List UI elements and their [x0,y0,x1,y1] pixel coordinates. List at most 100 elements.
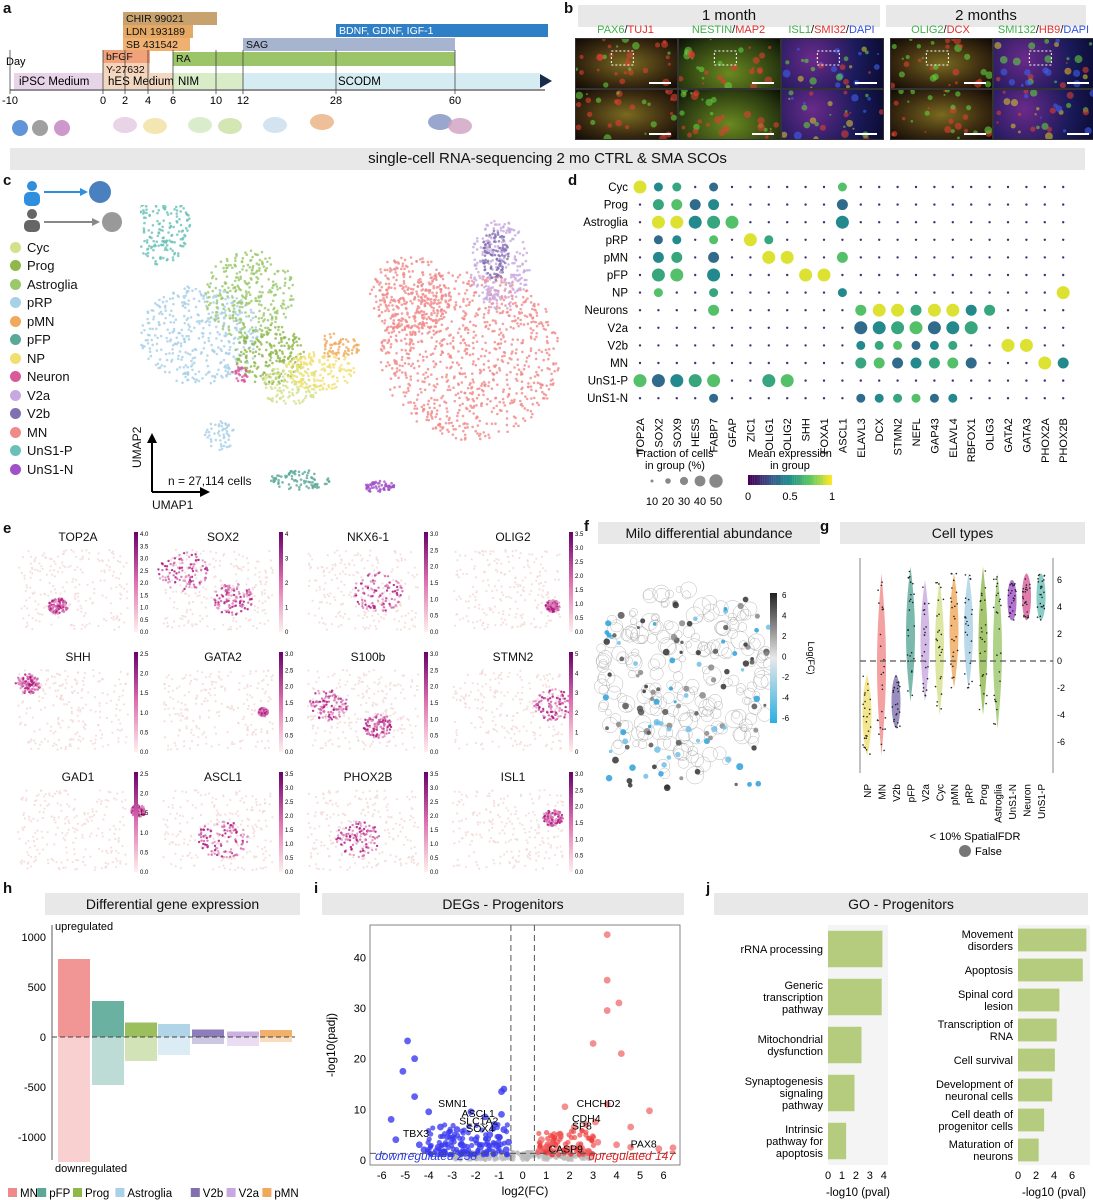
umap-point-mn [547,388,551,391]
feature-point-hot [203,561,207,564]
legend-item: Astroglia [10,275,78,294]
umap-point-pmn [357,343,360,347]
feature-point-bg [119,612,123,616]
umap-point-astroglia [270,318,274,321]
feature-point-bg [187,619,190,622]
feature-point-bg [21,556,25,559]
umap-point-uns1-p [186,229,189,232]
umap-point-mn [455,419,459,422]
umap-point-prp [180,328,184,332]
umap-point-prp [218,434,221,437]
umap-point-astroglia [242,264,245,268]
umap-point-astroglia [281,269,285,272]
cell-blob [980,68,987,76]
umap-point-pmn [332,352,336,355]
umap-point-uns1-p [171,256,175,259]
umap-point-mn [498,369,502,372]
umap-point-mn [454,303,458,307]
umap-point-astroglia [232,286,235,290]
umap-point-v2b [482,240,486,244]
umap-point-uns1-p [164,241,168,244]
umap-point-prog [261,354,264,358]
umap-point-mn [426,415,429,419]
umap-point-mn [471,299,474,302]
umap-point-cyc [312,388,316,391]
umap-point-prp [157,366,160,370]
cell-blob [953,39,962,45]
umap-point-prp [207,312,211,316]
umap-point-mn [425,317,429,321]
umap-point-mn [447,352,450,356]
feature-point-bg [258,576,261,579]
umap-point-prp [170,309,173,313]
umap-point-v2a [489,236,493,240]
umap-point-mn [516,338,519,341]
cell-blob [956,136,961,139]
umap-point-v2a [496,294,500,297]
feature-point-bg [363,567,366,570]
umap-point-mn [479,432,482,436]
umap-point-mn [418,353,422,356]
umap-point-mn [394,261,398,264]
umap-point-uns1-p [158,256,162,260]
umap-point-mn [440,339,443,343]
micro-texture [782,90,883,139]
umap-point-astroglia [239,275,243,279]
umap-point-mn [406,311,409,314]
feature-point-bg [414,616,417,619]
umap-point-pmn [324,345,327,348]
cell-blob [891,44,897,50]
umap-point-astroglia [257,269,261,272]
umap-point-v2b [485,251,489,255]
umap-point-mn [458,327,461,331]
umap-point-mn [421,320,425,324]
umap-point-uns1-p [175,233,179,236]
umap-point-prog [286,357,290,361]
legend-item: UnS1-N [10,460,78,479]
umap-point-prog [260,332,263,336]
cell-blob [863,109,867,113]
umap-point-mn [529,376,532,380]
umap-point-mn [500,359,504,362]
feature-point-bg [213,590,216,593]
umap-point-mn [504,304,507,307]
umap-point-mn [370,288,374,292]
umap-point-prog [293,361,297,364]
umap-point-mn [416,379,420,382]
dotplot-dot [822,326,826,329]
umap-point-cyc [296,367,299,371]
umap-point-prp [206,436,210,439]
dotplot-dot [1001,338,1015,352]
umap-point-astroglia [236,301,239,305]
feature-point-hot [250,602,253,606]
umap-point-astroglia [274,317,278,321]
umap-point-prp [205,296,209,299]
umap-point-prp [146,311,150,315]
umap-point-mn [397,376,400,380]
umap-point-np [331,375,334,379]
umap-point-mn [536,381,540,385]
umap-point-mn [461,372,464,376]
umap-point-uns1-p [183,234,187,238]
umap-point-mn [385,364,388,368]
umap-point-mn [415,290,418,293]
umap-point-prp [216,330,219,334]
micro-image-bottom [993,89,1093,140]
umap-point-v2b [483,265,487,268]
umap-point-prp [220,339,223,343]
umap-point-mn [540,383,544,387]
umap-point-mn [462,309,465,313]
feature-point-bg [102,618,106,621]
umap-point-np [312,377,316,381]
feature-point-hot [203,567,207,571]
umap-point-v2a [478,274,481,278]
dotplot-dot [946,321,960,335]
umap-point-mn [413,407,416,410]
umap-point-uns1-p [145,208,148,211]
umap-point-uns1-p [179,237,183,241]
legend-swatch [10,445,21,457]
umap-point-astroglia [265,266,269,270]
cell-blob [1036,125,1040,130]
umap-point-mn [412,401,416,405]
